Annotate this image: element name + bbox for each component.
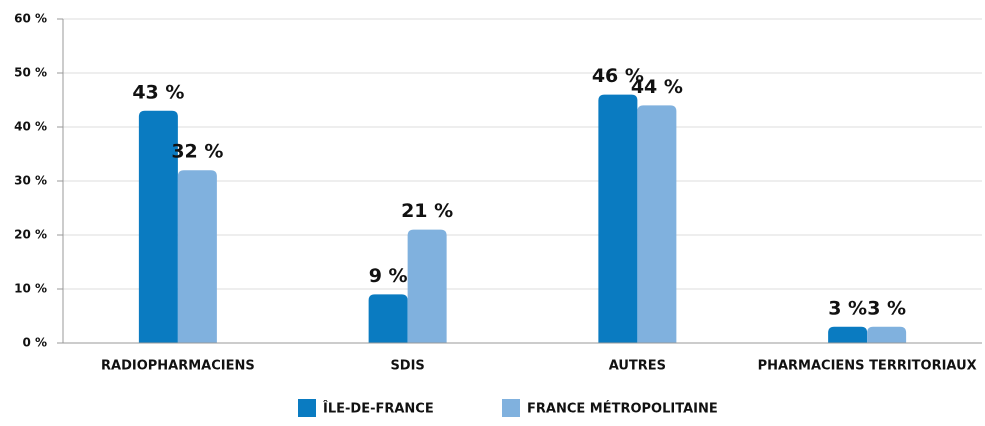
- legend-swatch: [502, 399, 520, 417]
- bar: [828, 326, 868, 343]
- x-tick-label: SDIS: [390, 359, 424, 374]
- data-label: 43 %: [132, 81, 184, 103]
- data-label: 3 %: [828, 297, 867, 319]
- legend-label: FRANCE MÉTROPOLITAINE: [527, 401, 718, 417]
- y-tick-label: 0 %: [22, 336, 47, 350]
- y-tick-label: 30 %: [14, 174, 47, 188]
- bar: [138, 110, 178, 343]
- y-tick-label: 60 %: [14, 12, 47, 26]
- legend-label: ÎLE-DE-FRANCE: [323, 401, 434, 417]
- bar: [368, 294, 408, 343]
- x-tick-label: PHARMACIENS TERRITORIAUX: [758, 359, 977, 374]
- data-label: 21 %: [401, 200, 453, 222]
- legend-swatch: [298, 399, 316, 417]
- data-label: 44 %: [631, 76, 683, 98]
- y-tick-label: 10 %: [14, 282, 47, 296]
- data-label: 9 %: [369, 265, 408, 287]
- y-tick-label: 40 %: [14, 120, 47, 134]
- x-tick-label: RADIOPHARMACIENS: [101, 359, 255, 374]
- x-tick-label: AUTRES: [609, 359, 666, 374]
- bar: [867, 326, 907, 343]
- y-tick-label: 50 %: [14, 66, 47, 80]
- y-tick-label: 20 %: [14, 228, 47, 242]
- bar: [177, 170, 217, 343]
- data-label: 46 %: [592, 65, 644, 87]
- bar: [598, 94, 638, 343]
- data-label: 32 %: [171, 141, 223, 163]
- bar: [407, 229, 447, 343]
- bar: [637, 105, 677, 344]
- data-label: 3 %: [867, 297, 906, 319]
